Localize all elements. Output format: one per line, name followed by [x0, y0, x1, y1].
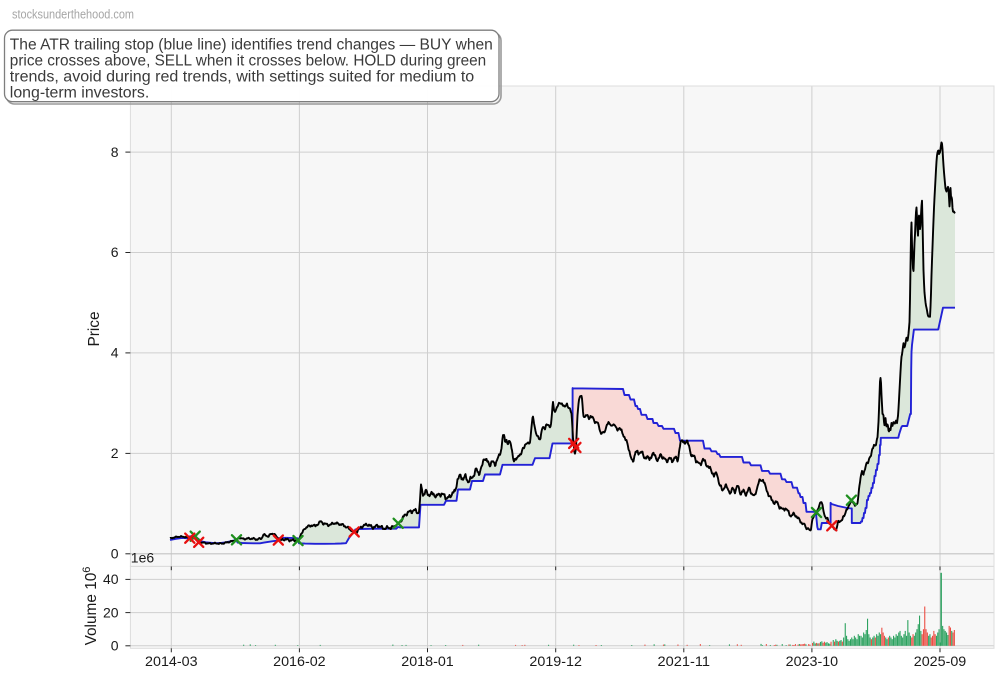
svg-text:0: 0	[111, 546, 119, 562]
svg-text:2016-02: 2016-02	[273, 653, 326, 669]
svg-text:2025-09: 2025-09	[914, 653, 967, 669]
svg-text:1e6: 1e6	[131, 550, 155, 566]
svg-text:2023-10: 2023-10	[786, 653, 839, 669]
svg-text:40: 40	[103, 571, 119, 587]
svg-text:4: 4	[111, 345, 119, 361]
svg-text:0: 0	[111, 638, 119, 654]
svg-text:long-term investors.: long-term investors.	[10, 84, 150, 101]
svg-text:8: 8	[111, 144, 119, 160]
svg-text:Volume 106: Volume 106	[81, 567, 100, 646]
svg-text:2019-12: 2019-12	[529, 653, 582, 669]
svg-text:2018-01: 2018-01	[401, 653, 454, 669]
svg-text:price crosses above, SELL when: price crosses above, SELL when it crosse…	[10, 53, 486, 70]
svg-text:2: 2	[111, 445, 119, 461]
svg-text:The ATR trailing stop (blue li: The ATR trailing stop (blue line) identi…	[10, 37, 493, 54]
svg-text:stocksunderthehood.com: stocksunderthehood.com	[12, 7, 134, 21]
svg-text:6: 6	[111, 244, 119, 260]
svg-text:trends, avoid during red trend: trends, avoid during red trends, with se…	[10, 69, 474, 86]
svg-text:2014-03: 2014-03	[145, 653, 198, 669]
svg-text:20: 20	[103, 604, 119, 620]
svg-text:Price: Price	[86, 311, 103, 346]
svg-text:2021-11: 2021-11	[658, 653, 711, 669]
